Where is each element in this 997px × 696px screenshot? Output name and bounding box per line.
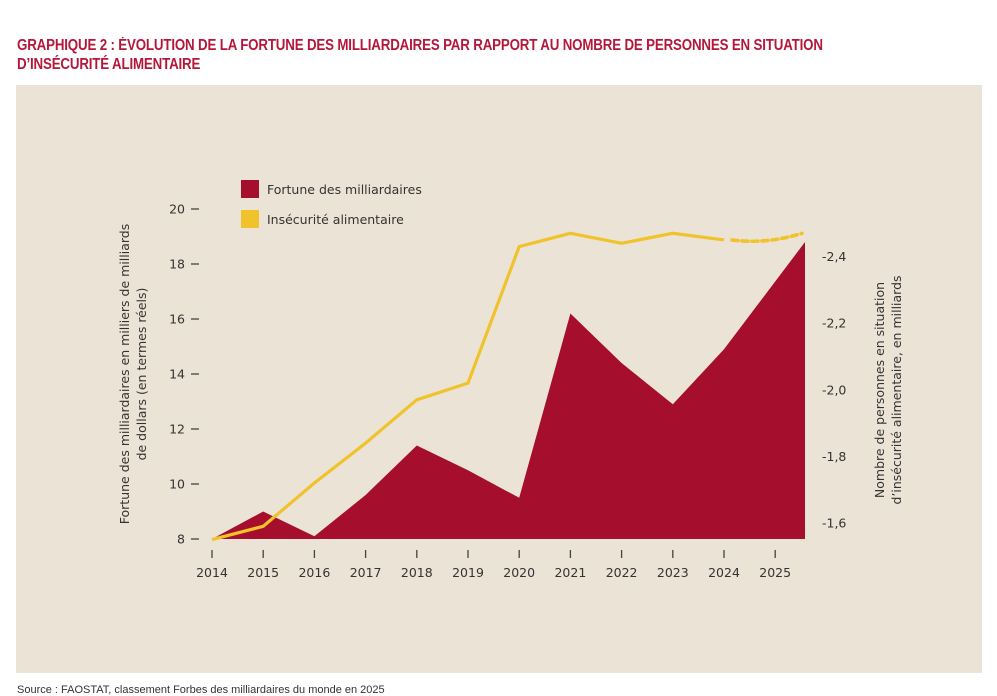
chart-panel bbox=[16, 85, 982, 673]
left-tick-label: 20 bbox=[169, 202, 185, 217]
fortune-area bbox=[212, 242, 805, 539]
legend: Fortune des milliardaires Insécurité ali… bbox=[241, 180, 422, 228]
x-tick-label: 2022 bbox=[606, 565, 638, 580]
chart-title-line1: GRAPHIQUE 2 : ÉVOLUTION DE LA FORTUNE DE… bbox=[17, 37, 823, 54]
insecurity-line bbox=[211, 231, 725, 542]
legend-label-insecurity: Insécurité alimentaire bbox=[267, 212, 404, 227]
x-tick-label: 2020 bbox=[503, 565, 535, 580]
left-tick-label: 16 bbox=[169, 312, 185, 327]
x-tick-label: 2018 bbox=[401, 565, 433, 580]
x-tick-label: 2015 bbox=[247, 565, 279, 580]
chart-title-line2: D’INSÉCURITÉ ALIMENTAIRE bbox=[17, 56, 201, 73]
legend-label-fortune: Fortune des milliardaires bbox=[267, 182, 422, 197]
chart-title: GRAPHIQUE 2 : ÉVOLUTION DE LA FORTUNE DE… bbox=[17, 36, 972, 74]
right-tick-label: -2,4 bbox=[822, 249, 846, 264]
left-tick-label: 12 bbox=[169, 422, 185, 437]
left-axis-title-line2: de dollars (en termes réels) bbox=[134, 288, 149, 461]
left-tick-label: 14 bbox=[169, 367, 185, 382]
x-tick-label: 2019 bbox=[452, 565, 484, 580]
left-tick-label: 10 bbox=[169, 477, 185, 492]
insecurity-line-group bbox=[211, 231, 804, 542]
fortune-area-group bbox=[212, 242, 805, 539]
x-tick-label: 2021 bbox=[554, 565, 586, 580]
source-note: Source : FAOSTAT, classement Forbes des … bbox=[17, 684, 385, 696]
left-axis-title-line1: Fortune des milliardaires en milliers de… bbox=[117, 224, 132, 524]
right-axis-title-line2: d’insécurité alimentaire, en milliards bbox=[889, 275, 904, 504]
left-tick-label: 18 bbox=[169, 257, 185, 272]
legend-swatch-insecurity bbox=[241, 210, 259, 228]
right-tick-label: -2,2 bbox=[822, 316, 846, 331]
x-tick-label: 2023 bbox=[657, 565, 689, 580]
x-tick-label: 2017 bbox=[350, 565, 382, 580]
left-axis: 20 18 16 14 12 10 8 bbox=[169, 202, 199, 547]
right-axis-title-line1: Nombre de personnes en situation bbox=[872, 282, 887, 498]
right-tick-label: -2,0 bbox=[822, 382, 846, 397]
x-axis: 2014 2015 2016 2017 2018 2019 2020 2021 2022 2023… bbox=[196, 550, 791, 580]
right-axis: -2,4 -2,2 -2,0 -1,8 -1,6 bbox=[822, 249, 846, 530]
x-tick-label: 2014 bbox=[196, 565, 228, 580]
right-tick-label: -1,8 bbox=[822, 449, 846, 464]
x-tick-label: 2024 bbox=[708, 565, 740, 580]
x-tick-label: 2016 bbox=[298, 565, 330, 580]
right-tick-label: -1,6 bbox=[822, 516, 846, 531]
legend-swatch-fortune bbox=[241, 180, 259, 198]
x-tick-label: 2025 bbox=[759, 565, 791, 580]
left-tick-label: 8 bbox=[177, 532, 185, 547]
insecurity-projection-line bbox=[730, 231, 804, 244]
